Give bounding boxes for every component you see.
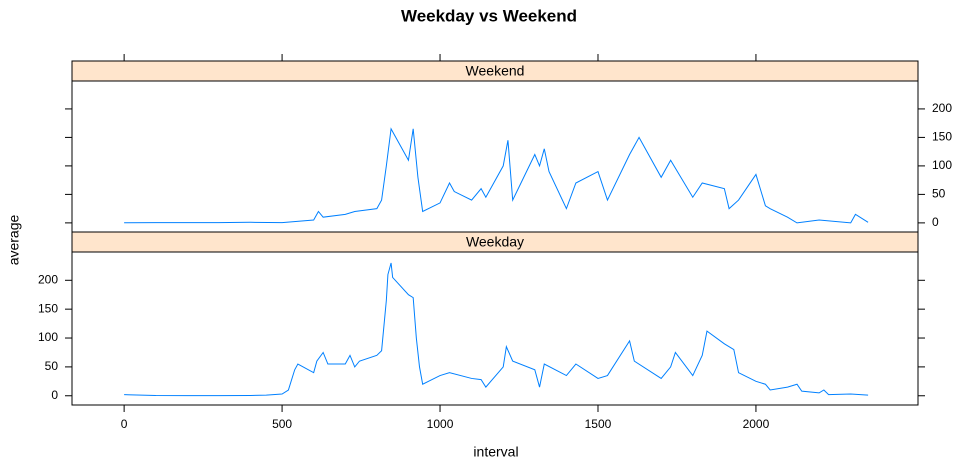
chart-title: Weekday vs Weekend — [401, 6, 577, 25]
x-tick-label: 1500 — [585, 417, 612, 431]
y-axis-label: average — [6, 214, 22, 265]
y-tick-label: 50 — [932, 187, 946, 201]
x-tick-label: 500 — [272, 417, 292, 431]
y-tick-label: 150 — [38, 301, 58, 315]
y-tick-label: 0 — [932, 215, 939, 229]
data-line — [124, 127, 869, 224]
x-tick-label: 2000 — [743, 417, 770, 431]
y-tick-label: 100 — [932, 158, 952, 172]
panel — [71, 251, 919, 406]
x-axis-label: interval — [473, 444, 518, 460]
y-tick-label: 50 — [45, 359, 59, 373]
y-tick-label: 200 — [932, 101, 952, 115]
strip-label: Weekday — [466, 234, 524, 250]
x-tick-label: 0 — [121, 417, 128, 431]
data-line — [124, 262, 869, 397]
panel — [71, 80, 919, 233]
x-tick-label: 1000 — [427, 417, 454, 431]
y-tick-label: 200 — [38, 272, 58, 286]
y-tick-label: 100 — [38, 330, 58, 344]
y-tick-label: 150 — [932, 130, 952, 144]
y-tick-label: 0 — [51, 388, 58, 402]
strip-label: Weekend — [466, 63, 525, 79]
